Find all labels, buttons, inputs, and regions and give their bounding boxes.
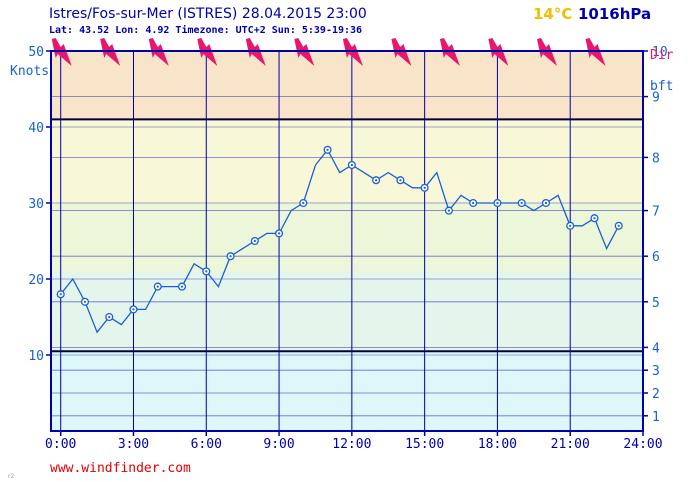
bft-tick-label: 8 bbox=[652, 151, 660, 166]
bft-tick-label: 6 bbox=[652, 250, 660, 265]
plot-border bbox=[50, 50, 644, 432]
band-4 bbox=[51, 51, 643, 120]
data-point-center bbox=[617, 224, 620, 227]
data-point-center bbox=[423, 186, 426, 189]
bft-tick-label: 2 bbox=[652, 387, 660, 402]
data-point-center bbox=[59, 293, 62, 296]
right-axis-direction-label: Dir bbox=[650, 48, 674, 63]
y-tick-label: 40 bbox=[28, 121, 44, 136]
axis-ticks: 0:00 3:00 6:00 9:00 12:00 15:00 18:00 21:00 24:0… bbox=[28, 45, 667, 452]
x-tick-label: 9:00 bbox=[263, 437, 294, 452]
data-point-center bbox=[569, 224, 572, 227]
data-point-center bbox=[205, 270, 208, 273]
data-point-center bbox=[496, 201, 499, 205]
x-tick-label: 0:00 bbox=[45, 437, 76, 452]
location-info: Lat: 43.52 Lon: 4.92 Timezone: UTC+2 Sun… bbox=[49, 24, 362, 36]
data-point-center bbox=[108, 315, 111, 319]
data-point-center bbox=[520, 201, 523, 205]
right-axis-unit-label: bft bbox=[650, 79, 673, 94]
data-point-center bbox=[447, 209, 451, 212]
bft-tick-label: 3 bbox=[652, 364, 660, 379]
pressure-value: 1016hPa bbox=[578, 5, 651, 23]
y-tick-label: 10 bbox=[28, 349, 44, 364]
bft-tick-label: 4 bbox=[652, 341, 660, 356]
bft-tick-label: 1 bbox=[652, 410, 660, 425]
x-tick-label: 15:00 bbox=[405, 437, 444, 452]
data-point-center bbox=[593, 217, 596, 220]
data-point-center bbox=[399, 179, 402, 182]
x-tick-label: 18:00 bbox=[478, 437, 517, 452]
data-point-center bbox=[83, 300, 87, 303]
x-tick-label: 3:00 bbox=[118, 437, 149, 452]
x-tick-label: 12:00 bbox=[332, 437, 371, 452]
temperature-value: 14°C bbox=[533, 5, 572, 23]
band-2 bbox=[51, 203, 643, 272]
data-point-center bbox=[132, 308, 135, 311]
x-tick-label: 21:00 bbox=[551, 437, 590, 452]
x-tick-label: 6:00 bbox=[191, 437, 222, 452]
chart-frame bbox=[50, 50, 644, 432]
data-point-center bbox=[277, 232, 281, 235]
data-point-center bbox=[544, 201, 548, 205]
y-tick-label: 50 bbox=[28, 45, 44, 60]
band-1 bbox=[51, 271, 643, 352]
data-point-center bbox=[326, 148, 329, 151]
data-point-center bbox=[375, 179, 378, 182]
data-point-center bbox=[253, 239, 256, 243]
y-tick-label: 30 bbox=[28, 197, 44, 212]
chart-title: Istres/Fos-sur-Mer (ISTRES) 28.04.2015 2… bbox=[49, 6, 367, 22]
series-line-0 bbox=[60, 148, 620, 334]
bft-tick-label: 5 bbox=[652, 296, 660, 311]
data-point-center bbox=[156, 285, 159, 288]
wind-bands bbox=[51, 51, 643, 431]
band-0 bbox=[51, 351, 643, 431]
bft-tick-label: 10 bbox=[652, 45, 668, 60]
site-link[interactable]: www.windfinder.com bbox=[50, 461, 191, 476]
data-point-center bbox=[229, 255, 232, 258]
data-point-center bbox=[350, 163, 353, 167]
band-3 bbox=[51, 119, 643, 203]
y-tick-label: 20 bbox=[28, 273, 44, 288]
x-tick-label: 24:00 bbox=[623, 437, 662, 452]
left-axis-label: Knots bbox=[10, 64, 49, 79]
corner-mark: r2 bbox=[8, 473, 14, 480]
data-point-center bbox=[302, 201, 305, 205]
bft-tick-label: 7 bbox=[652, 205, 660, 220]
bft-tick-label: 9 bbox=[652, 91, 660, 106]
wind-speed-series bbox=[56, 145, 623, 334]
data-point-center bbox=[472, 201, 475, 205]
data-point-center bbox=[180, 285, 184, 288]
